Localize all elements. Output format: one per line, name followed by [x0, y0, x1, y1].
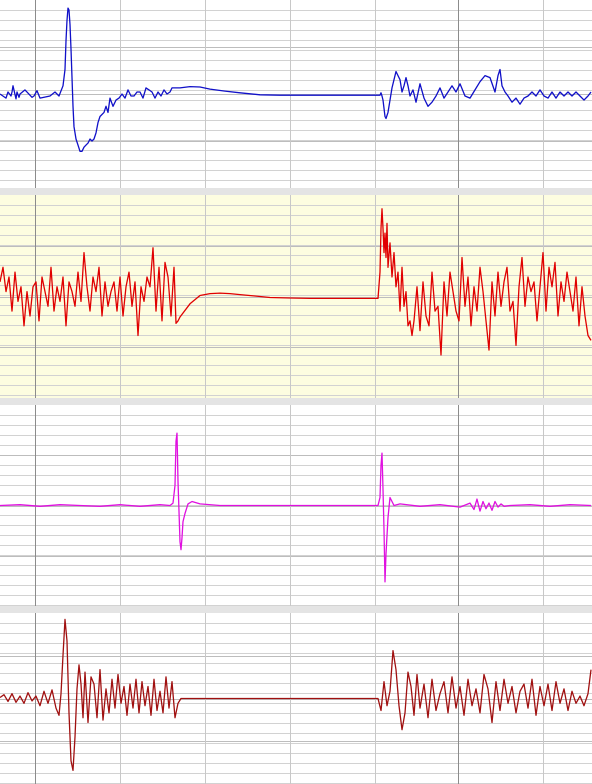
channel-1-trace — [0, 7, 592, 152]
channel-3-trace — [0, 432, 592, 583]
channel-4-trace — [0, 618, 592, 772]
panel-separator-3 — [0, 606, 592, 613]
panel-separator-2 — [0, 398, 592, 405]
channel-2-trace — [0, 208, 592, 356]
panel-separator-1 — [0, 188, 592, 195]
